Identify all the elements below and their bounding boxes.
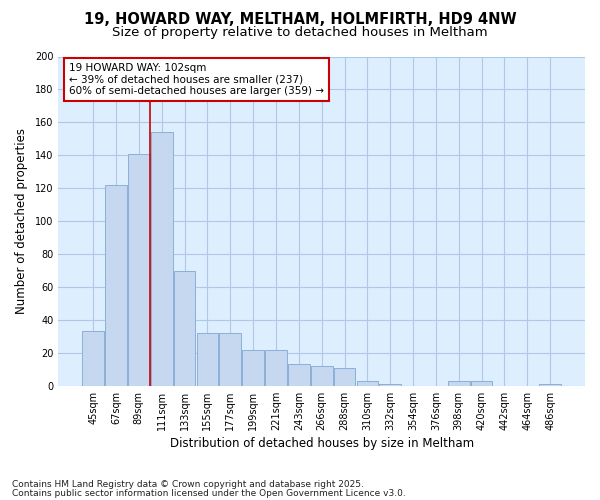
Bar bbox=[539, 384, 561, 386]
Text: Size of property relative to detached houses in Meltham: Size of property relative to detached ho… bbox=[112, 26, 488, 39]
Bar bbox=[105, 185, 127, 386]
Text: Contains public sector information licensed under the Open Government Licence v3: Contains public sector information licen… bbox=[12, 489, 406, 498]
Bar bbox=[197, 333, 218, 386]
Bar bbox=[334, 368, 355, 386]
Bar bbox=[242, 350, 264, 386]
Y-axis label: Number of detached properties: Number of detached properties bbox=[15, 128, 28, 314]
Bar bbox=[471, 381, 493, 386]
Text: Contains HM Land Registry data © Crown copyright and database right 2025.: Contains HM Land Registry data © Crown c… bbox=[12, 480, 364, 489]
Bar bbox=[128, 154, 149, 386]
Bar bbox=[379, 384, 401, 386]
Bar bbox=[173, 270, 196, 386]
Text: 19, HOWARD WAY, MELTHAM, HOLMFIRTH, HD9 4NW: 19, HOWARD WAY, MELTHAM, HOLMFIRTH, HD9 … bbox=[83, 12, 517, 28]
Bar bbox=[265, 350, 287, 386]
Bar bbox=[356, 381, 378, 386]
Bar bbox=[288, 364, 310, 386]
Bar bbox=[311, 366, 332, 386]
Bar bbox=[448, 381, 470, 386]
Bar bbox=[220, 333, 241, 386]
X-axis label: Distribution of detached houses by size in Meltham: Distribution of detached houses by size … bbox=[170, 437, 474, 450]
Text: 19 HOWARD WAY: 102sqm
← 39% of detached houses are smaller (237)
60% of semi-det: 19 HOWARD WAY: 102sqm ← 39% of detached … bbox=[69, 63, 324, 96]
Bar bbox=[151, 132, 173, 386]
Bar bbox=[82, 332, 104, 386]
